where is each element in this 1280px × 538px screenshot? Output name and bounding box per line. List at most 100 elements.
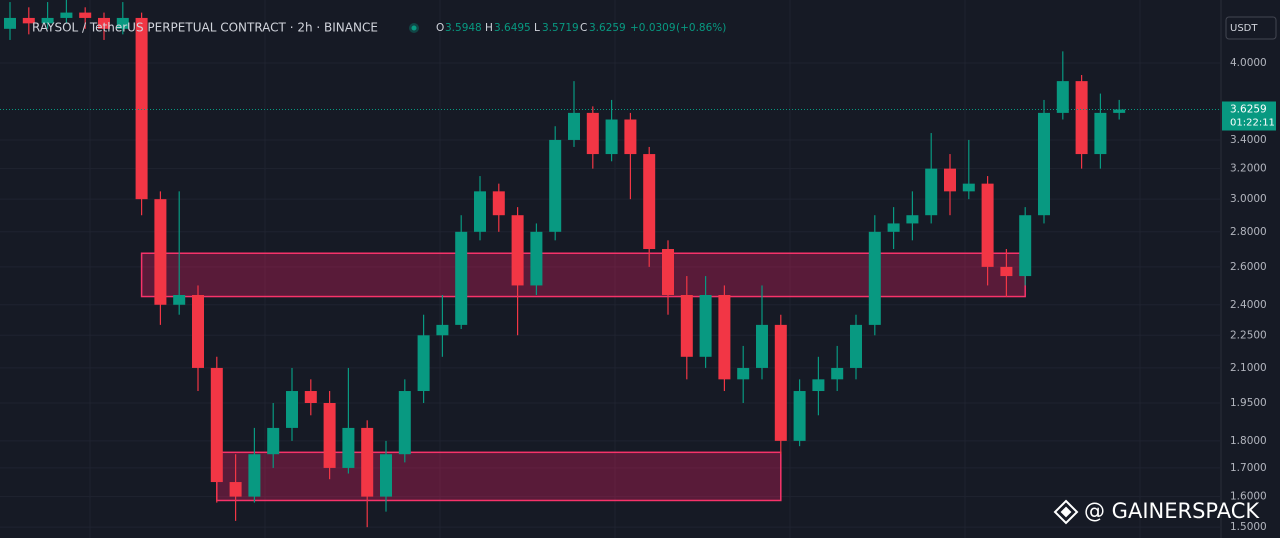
candle-body <box>1113 109 1126 113</box>
candle-body <box>1019 215 1032 277</box>
candle-body <box>944 168 956 192</box>
y-tick-label: 3.0000 <box>1230 193 1267 205</box>
candle-body <box>1000 266 1013 277</box>
y-tick-label: 2.4000 <box>1230 299 1267 311</box>
watermark: @ GAINERSPACK <box>1053 499 1260 525</box>
currency-button[interactable] <box>1225 16 1277 40</box>
y-tick-label: 4.0000 <box>1230 57 1267 69</box>
ohlc-label: L <box>534 22 540 34</box>
candle-body <box>906 215 919 224</box>
zone <box>216 451 782 502</box>
candle-body <box>492 191 505 216</box>
candle-body <box>549 139 562 232</box>
candle-body <box>981 183 994 267</box>
candle-body <box>586 112 599 155</box>
ohlc-value: 3.6495 <box>494 22 531 34</box>
candle-body <box>380 454 392 497</box>
ohlc-label: H <box>485 22 493 34</box>
y-tick-label: 1.9500 <box>1230 397 1267 409</box>
y-tick-label: 1.5000 <box>1230 521 1267 533</box>
candle-body <box>304 391 317 404</box>
y-tick-label: 1.8000 <box>1230 435 1267 447</box>
countdown-label: 01:22:11 <box>1230 118 1275 129</box>
candle-body <box>210 367 223 483</box>
watermark-text: @ GAINERSPACK <box>1084 499 1260 523</box>
y-tick-label: 2.6000 <box>1230 261 1267 273</box>
ohlc-value: 3.6259 <box>589 22 626 34</box>
status-dot-core <box>411 25 417 31</box>
candle-body <box>79 12 92 18</box>
ohlc-label: O <box>436 22 444 34</box>
last-price-box <box>1222 101 1276 131</box>
y-tick-label: 1.7000 <box>1230 462 1267 474</box>
candle-body <box>4 17 16 29</box>
ohlc-label: C <box>580 22 587 34</box>
candle-body <box>962 183 975 192</box>
currency-label[interactable]: USDT <box>1230 23 1258 34</box>
candle-body <box>229 482 242 497</box>
candle-body <box>135 17 148 200</box>
candle-body <box>361 427 374 497</box>
last-price-label: 3.6259 <box>1230 104 1267 116</box>
candle-body <box>624 119 637 155</box>
candle-body <box>1038 112 1050 216</box>
candle-body <box>116 17 129 29</box>
candle-body <box>699 294 712 357</box>
candles <box>4 0 1126 528</box>
overlay: 4.0000 3.4000 3.2000 3.0000 2.8000 2.6000 2.40… <box>0 57 1276 533</box>
candle-body <box>455 231 468 325</box>
candle-body <box>267 427 280 455</box>
candle-body <box>342 427 355 468</box>
change-percent: (+0.86%) <box>676 22 726 34</box>
candle-body <box>793 391 806 441</box>
y-tick-label: 2.1000 <box>1230 362 1267 374</box>
y-tick-label: 1.6000 <box>1230 491 1267 503</box>
candle-body <box>173 294 186 305</box>
ohlc-value: 3.5719 <box>542 22 579 34</box>
y-tick-label: 2.2500 <box>1230 329 1267 341</box>
candle-body <box>1075 81 1088 155</box>
candle-body <box>756 324 768 368</box>
zone <box>140 252 1026 298</box>
candle-body <box>774 324 787 441</box>
candle-body <box>398 391 411 455</box>
candle-body <box>1056 81 1069 113</box>
candle-body <box>718 294 731 380</box>
candle-body <box>812 379 825 392</box>
candle-body <box>643 154 656 250</box>
y-tick-label: 2.8000 <box>1230 226 1267 238</box>
y-tick-label: 3.4000 <box>1230 134 1267 146</box>
candle-body <box>925 168 938 216</box>
candle-body <box>680 294 693 357</box>
candle-body <box>60 12 73 18</box>
candle-body <box>887 223 900 232</box>
ohlc-value: 3.5948 <box>445 22 482 34</box>
candle-body <box>568 112 580 140</box>
y-tick-label: 3.2000 <box>1230 163 1267 175</box>
candle-body <box>530 231 543 286</box>
candle-body <box>22 17 35 24</box>
candle-body <box>737 367 750 380</box>
change: +0.0309 <box>630 22 676 34</box>
candle-body <box>474 191 486 232</box>
symbol-title: RAYSOL / TetherUS PERPETUAL CONTRACT · 2… <box>32 21 378 35</box>
candle-body <box>323 403 336 468</box>
candle-body <box>850 324 862 368</box>
candle-body <box>436 324 449 336</box>
candle-body <box>154 199 167 305</box>
watermark-logo <box>1053 499 1079 525</box>
candle-body <box>417 335 430 392</box>
candle-body <box>1094 112 1107 155</box>
candle-body <box>511 215 524 286</box>
candle-body <box>662 249 674 295</box>
candle-body <box>41 17 54 24</box>
candle-body <box>831 367 844 380</box>
candle-body <box>868 231 881 325</box>
candle-body <box>248 454 261 497</box>
candle-body <box>286 391 298 428</box>
candle-body <box>605 119 618 155</box>
candle-body <box>98 17 110 29</box>
candle-body <box>192 294 204 368</box>
